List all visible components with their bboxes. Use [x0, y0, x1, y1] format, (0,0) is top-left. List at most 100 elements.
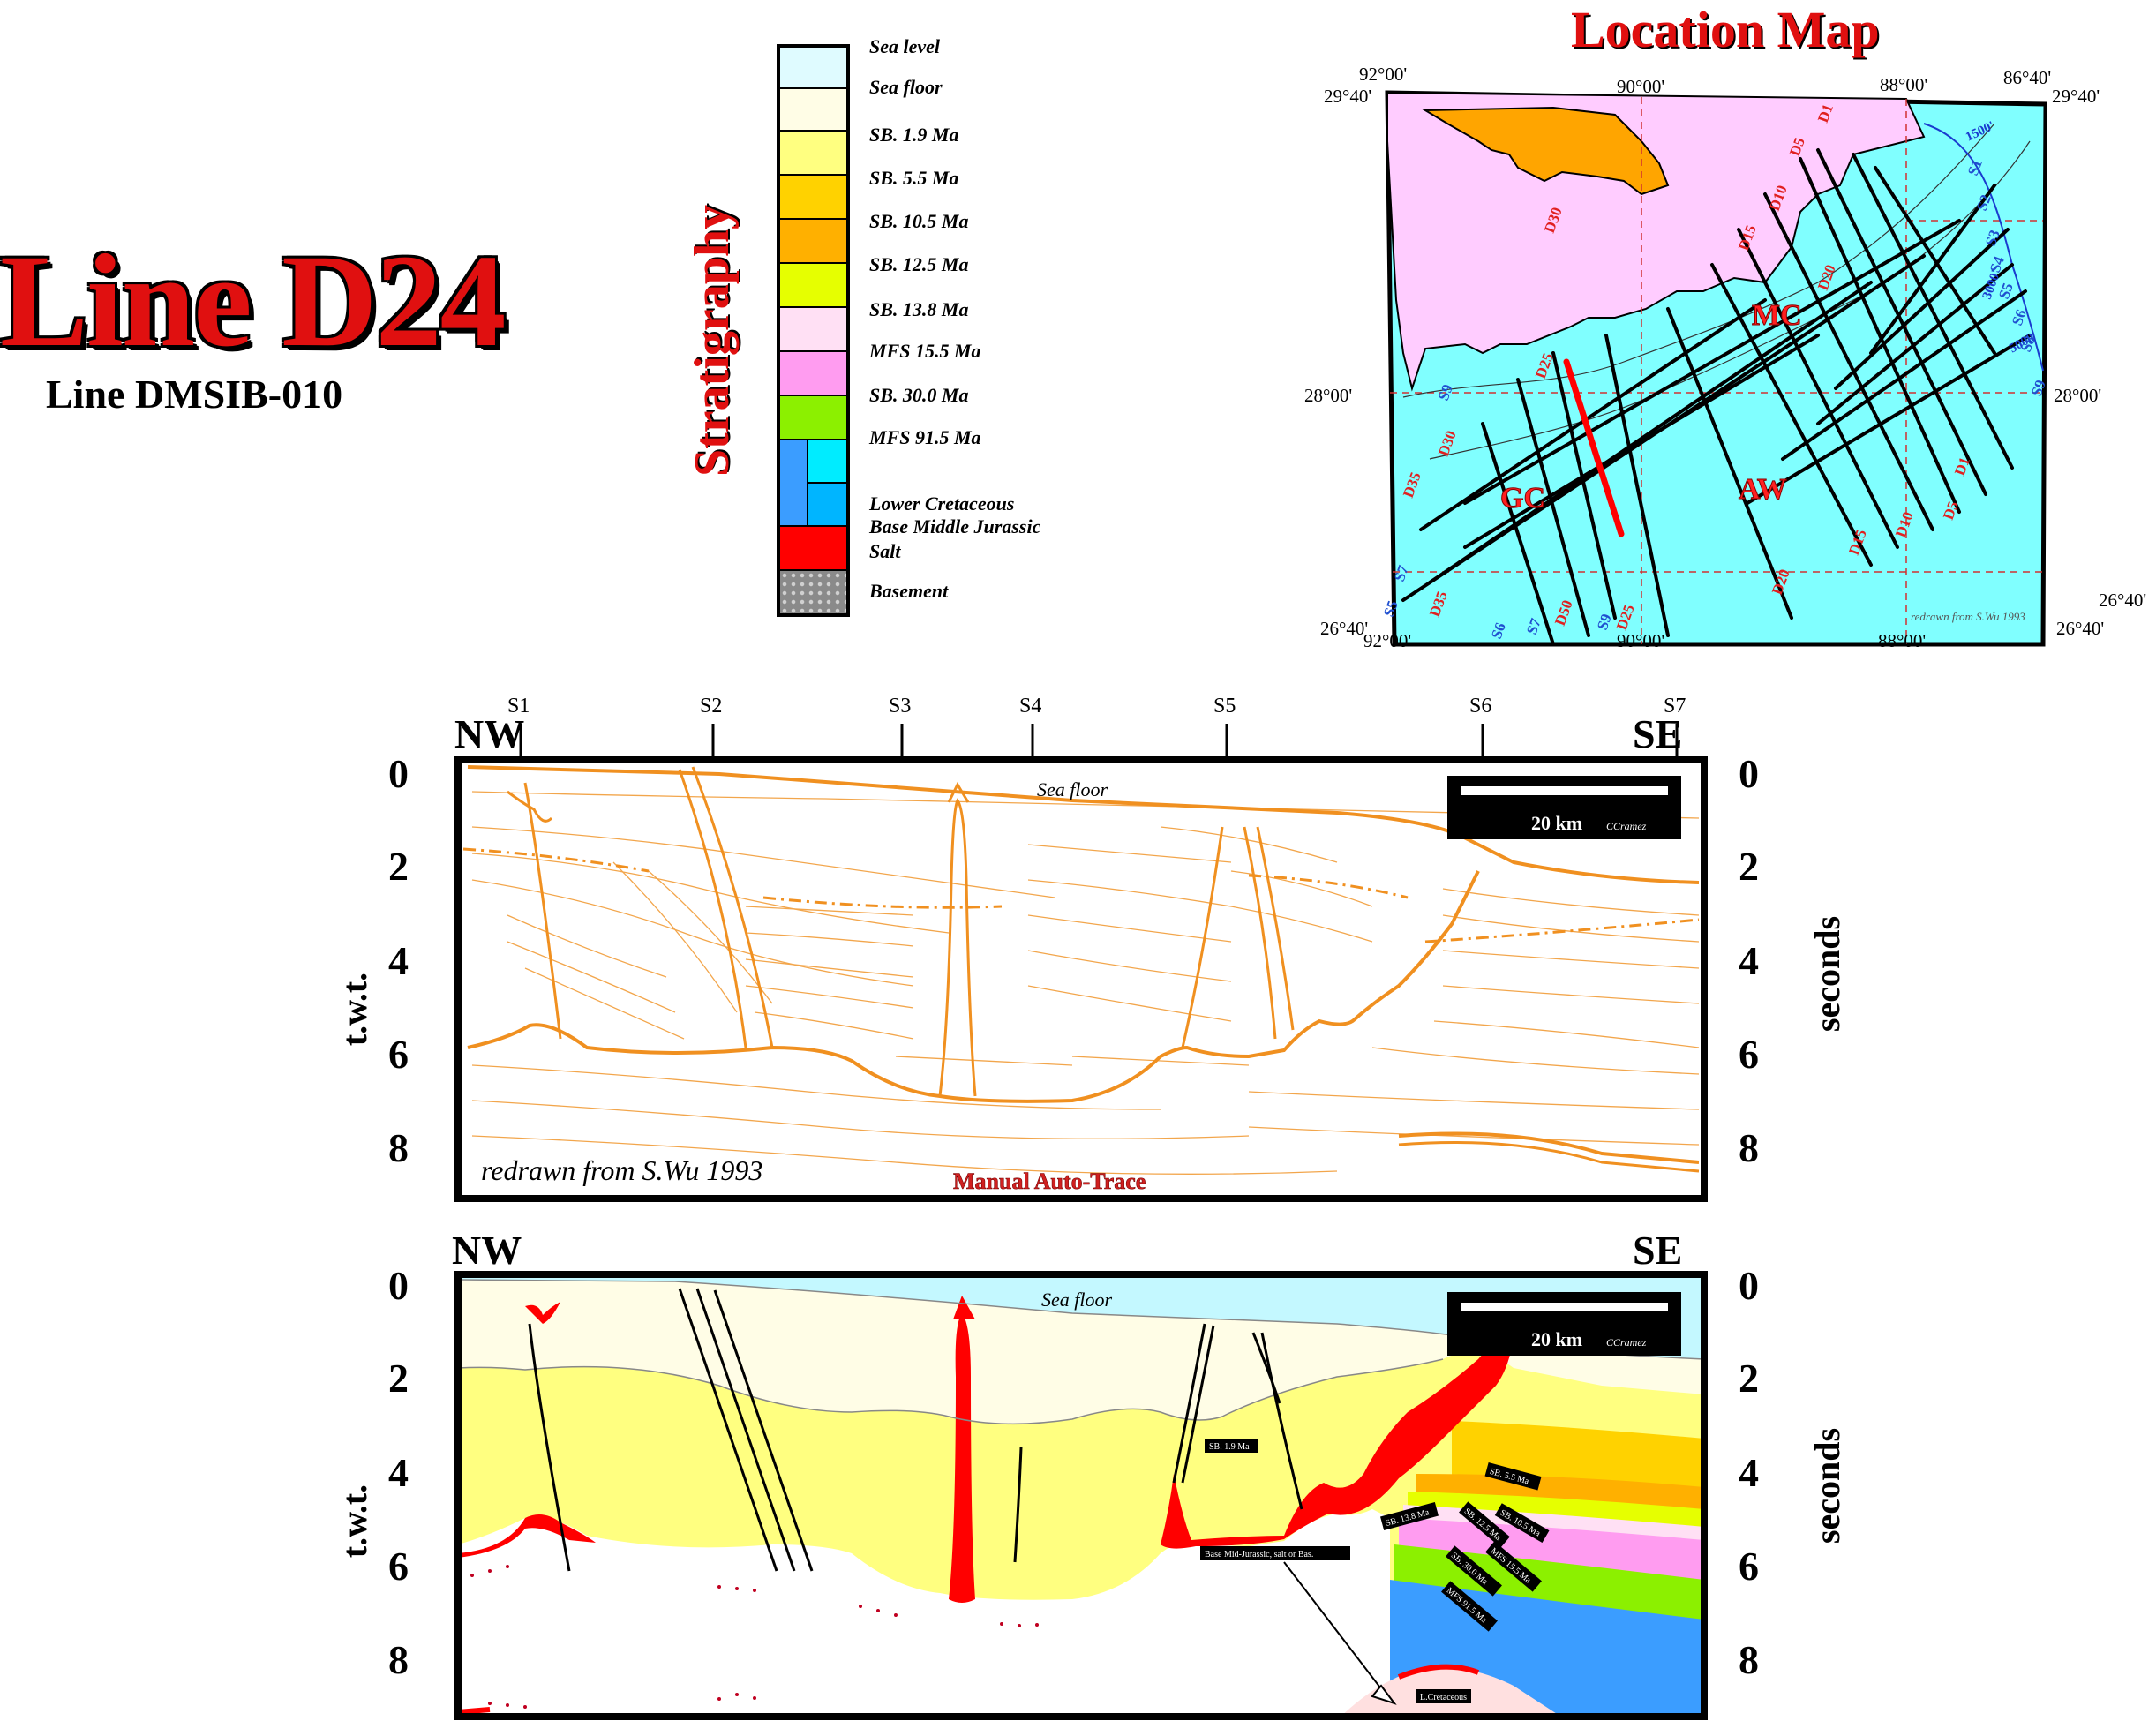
scale-label-top: 20 km	[1531, 812, 1582, 834]
legend-swatch-basement	[780, 571, 846, 613]
lon-top-right-b: 86°40'	[2003, 67, 2052, 88]
lat-top-left: 29°40'	[1324, 86, 1372, 107]
y-tick-right-8: 8	[1739, 1125, 1759, 1170]
y-axis-label-top: t.w.t.	[334, 972, 375, 1047]
y-tick-2: 2	[388, 844, 409, 889]
strike-label-s9-right: S9	[2028, 378, 2047, 398]
legend-swatch-sb55	[780, 176, 846, 220]
strike-label-s3: S3	[1982, 228, 2003, 248]
station-s3: S3	[889, 695, 912, 718]
station-s2: S2	[700, 695, 723, 718]
sea-floor-label-top: Sea floor	[1037, 778, 1108, 800]
y-axis-left-bottom: 0 2 4 6 8	[353, 1262, 441, 1721]
lat-mid-left: 28°00'	[1304, 385, 1353, 406]
legend-swatch-sb138	[780, 308, 846, 352]
trace-caption: Manual Auto-Trace	[953, 1169, 1146, 1194]
strike-label-s8: S8	[2017, 334, 2039, 354]
y-tick-b-0: 0	[388, 1263, 409, 1308]
lat-bottom-right-b: 26°40'	[2056, 618, 2105, 639]
strike-label-s9-bottom: S9	[1594, 612, 1615, 632]
y-tick-right-6: 6	[1739, 1032, 1759, 1077]
area-gc-label: GC	[1500, 482, 1545, 515]
legend-swatch-sb125	[780, 264, 846, 308]
legend-swatch-sea-floor	[780, 89, 846, 132]
y-axis-label-right-top: seconds	[1807, 915, 1848, 1033]
y-tick-right-4: 4	[1739, 938, 1759, 983]
legend-label-sea-floor: Sea floor	[869, 76, 943, 98]
lat-bottom-left: 26°40'	[1320, 618, 1369, 639]
lon-top-mid: 90°00'	[1617, 76, 1665, 97]
scale-label-bottom: 20 km	[1531, 1328, 1582, 1350]
main-title: Line D24	[0, 228, 507, 374]
y-tick-4: 4	[388, 938, 409, 983]
y-tick-8: 8	[388, 1125, 409, 1170]
legend-swatch-cretaceous	[780, 440, 846, 527]
sea-floor-label-bottom: Sea floor	[1041, 1289, 1112, 1311]
station-s4: S4	[1019, 695, 1042, 718]
legend-label-sb19: SB. 1.9 Ma	[869, 124, 959, 146]
area-aw-label: AW	[1739, 473, 1787, 506]
legend-label-salt: Salt	[869, 540, 901, 562]
y-tick-b-4: 4	[388, 1450, 409, 1495]
lon-top-right-a: 88°00'	[1880, 74, 1928, 95]
y-tick-rb-4: 4	[1739, 1450, 1759, 1495]
legend-swatch-sb19	[780, 132, 846, 176]
station-s7: S7	[1664, 695, 1686, 718]
legend-label-mfs155: MFS 15.5 Ma	[869, 340, 981, 362]
strike-label-s1: S1	[1964, 157, 1986, 177]
selected-line-d24	[1563, 358, 1625, 537]
stratigraphy-heading: Stratigraphy	[685, 205, 740, 477]
y-tick-6: 6	[388, 1032, 409, 1077]
lat-mid-right: 28°00'	[2054, 385, 2102, 406]
legend-label-mfs915: MFS 91.5 Ma	[869, 426, 981, 448]
legend-label-sb30: SB. 30.0 Ma	[869, 384, 969, 406]
map-lake	[1422, 106, 1670, 196]
legend-label-base-middle-jurassic: Base Middle Jurassic	[869, 515, 1041, 537]
strike-label-s2: S2	[1973, 192, 1994, 213]
y-tick-b-8: 8	[388, 1637, 409, 1682]
tag-lower-cretaceous: L.Cretaceous	[1420, 1693, 1467, 1702]
legend-label-sb105: SB. 10.5 Ma	[869, 210, 969, 232]
legend-label-sb55: SB. 5.5 Ma	[869, 167, 959, 189]
legend-label-sb138: SB. 13.8 Ma	[869, 298, 969, 320]
credit-label: redrawn from S.Wu 1993	[481, 1154, 762, 1186]
y-tick-rb-8: 8	[1739, 1637, 1759, 1682]
legend-label-lower-cretaceous: Lower Cretaceous	[869, 492, 1015, 515]
y-tick-rb-6: 6	[1739, 1544, 1759, 1589]
strike-label-s7-left: S7	[1391, 563, 1412, 584]
y-axis-right-top: 0 2 4 6 8	[1739, 750, 1827, 1209]
strike-label-s9-left: S9	[1435, 382, 1456, 402]
tag-sb19: SB. 1.9 Ma	[1209, 1442, 1250, 1452]
y-tick-b-6: 6	[388, 1544, 409, 1589]
lon-top-left: 92°00'	[1359, 64, 1408, 85]
strike-label-s5-left: S5	[1380, 598, 1401, 619]
stratigraphy-legend	[777, 44, 850, 617]
y-axis-left-top: 0 2 4 6 8	[353, 750, 441, 1209]
map-credit: redrawn from S.Wu 1993	[1911, 610, 2025, 623]
location-map-title: Location Map	[1571, 1, 1880, 58]
tag-base-mid-jurassic: Base Mid-Jurassic, salt or Bas.	[1205, 1550, 1313, 1559]
y-axis-label-right-bottom: seconds	[1807, 1427, 1848, 1544]
y-tick-rb-2: 2	[1739, 1356, 1759, 1401]
y-tick-0: 0	[388, 751, 409, 796]
y-tick-b-2: 2	[388, 1356, 409, 1401]
legend-label-sb125: SB. 12.5 Ma	[869, 253, 969, 275]
strike-label-s5: S5	[1995, 281, 2017, 301]
strike-label-s6: S6	[2009, 307, 2030, 327]
area-mc-label: MC	[1752, 299, 1802, 332]
legend-swatch-mfs155	[780, 352, 846, 396]
line-drawing-panel: 20 km CCramez Sea floor redrawn from S.W…	[454, 756, 1708, 1202]
station-s1: S1	[507, 695, 530, 718]
station-s6: S6	[1469, 695, 1492, 718]
legend-label-basement: Basement	[869, 580, 949, 602]
legend-label-sea-level: Sea level	[869, 35, 941, 57]
station-axis	[519, 724, 1679, 757]
lat-top-right: 29°40'	[2052, 86, 2100, 107]
y-tick-right-0: 0	[1739, 751, 1759, 796]
scale-author-bottom: CCramez	[1606, 1336, 1647, 1349]
y-tick-rb-0: 0	[1739, 1263, 1759, 1308]
lon-bottom-left: 92°00'	[1363, 630, 1412, 651]
interpretation-panel: 20 km CCramez Sea floor SB. 1.9 Ma SB. 5…	[454, 1271, 1708, 1720]
legend-swatch-salt	[780, 527, 846, 571]
y-tick-right-2: 2	[1739, 844, 1759, 889]
